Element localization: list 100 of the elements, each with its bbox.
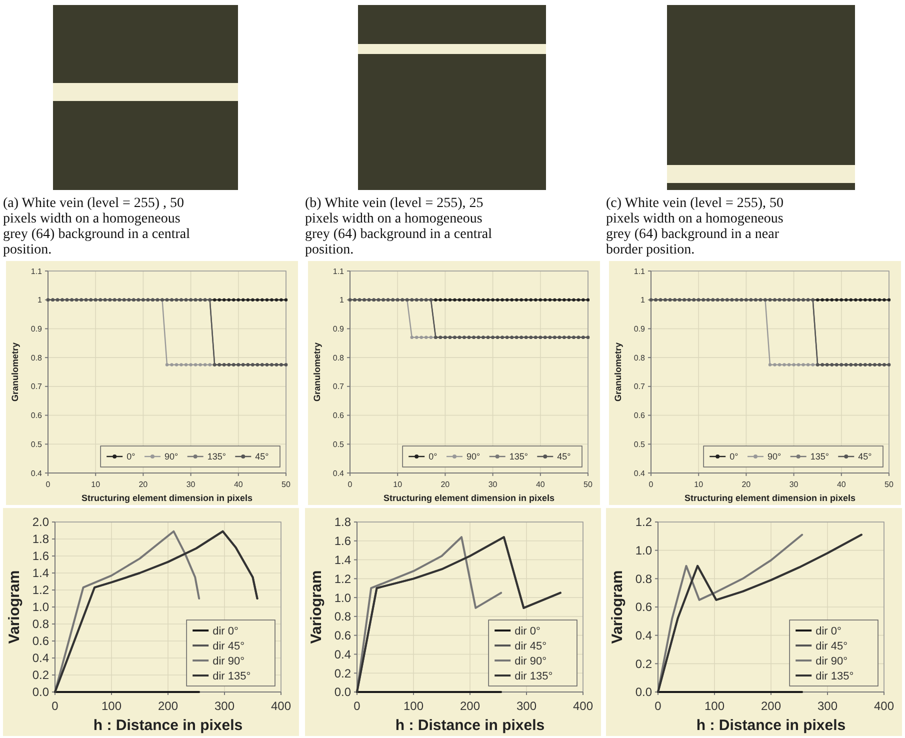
x-tick-label: 40 bbox=[536, 480, 546, 489]
y-tick-label: 0.7 bbox=[30, 382, 43, 392]
x-tick-label: 20 bbox=[742, 480, 752, 489]
legend-label: dir 0° bbox=[514, 625, 540, 638]
legend-label: 0° bbox=[730, 452, 739, 462]
y-tick-label: 1.1 bbox=[332, 266, 345, 276]
y-tick-label: 0.2 bbox=[635, 656, 652, 671]
y-tick-label: 1.6 bbox=[32, 549, 50, 564]
x-tick-label: 0 bbox=[52, 699, 59, 713]
x-tick-label: 0 bbox=[648, 480, 654, 489]
legend-label: dir 90° bbox=[212, 655, 245, 668]
y-tick-label: 0.4 bbox=[635, 628, 652, 643]
legend-label: dir 0° bbox=[212, 625, 238, 638]
x-tick-label: 300 bbox=[516, 699, 537, 713]
y-tick-label: 1.1 bbox=[634, 266, 646, 276]
legend-label: dir 135° bbox=[212, 670, 251, 682]
y-tick-label: 1.8 bbox=[32, 532, 50, 546]
x-tick-label: 100 bbox=[101, 699, 122, 713]
y-tick-label: 0.6 bbox=[634, 411, 646, 420]
x-tick-label: 50 bbox=[282, 480, 291, 489]
y-axis-title: Granulometry bbox=[312, 342, 322, 402]
y-tick-label: 0.8 bbox=[634, 353, 646, 362]
x-tick-label: 40 bbox=[234, 480, 244, 489]
y-tick-label: 0.9 bbox=[332, 324, 345, 334]
legend-label: dir 135° bbox=[816, 670, 854, 682]
x-tick-label: 200 bbox=[460, 699, 480, 713]
legend-label: 135° bbox=[207, 452, 226, 462]
y-axis-title: Variogram bbox=[308, 570, 325, 644]
y-tick-label: 1.2 bbox=[334, 572, 352, 586]
y-tick-label: 0.5 bbox=[634, 440, 646, 449]
legend-label: 135° bbox=[810, 452, 830, 462]
y-tick-label: 1.0 bbox=[635, 544, 652, 558]
legend-label: dir 45° bbox=[816, 640, 848, 652]
y-axis-title: Granulometry bbox=[613, 342, 623, 402]
y-axis-title: Variogram bbox=[609, 570, 626, 644]
legend-label: dir 45° bbox=[212, 640, 245, 652]
y-tick-label: 1.0 bbox=[334, 590, 352, 605]
x-tick-label: 0 bbox=[654, 699, 662, 713]
y-tick-label: 1 bbox=[640, 296, 646, 305]
y-tick-label: 0.7 bbox=[634, 382, 646, 392]
x-tick-label: 400 bbox=[572, 699, 594, 713]
y-tick-label: 0.5 bbox=[30, 440, 43, 449]
y-tick-label: 0.0 bbox=[334, 685, 352, 700]
x-tick-label: 30 bbox=[789, 480, 799, 489]
y-tick-label: 0.8 bbox=[30, 353, 43, 362]
y-tick-label: 0.5 bbox=[332, 440, 345, 449]
y-tick-label: 1.6 bbox=[334, 534, 352, 548]
x-tick-label: 100 bbox=[704, 699, 725, 713]
legend-label: 135° bbox=[509, 452, 528, 462]
y-tick-label: 0.6 bbox=[32, 634, 50, 648]
x-axis-title: Structuring element dimension in pixels bbox=[81, 493, 253, 503]
text: (a) White vein (level = 255) , 50 pixels width on a homogeneous grey (64) background in a central position. bbox=[3, 196, 190, 258]
y-tick-label: 0.4 bbox=[332, 468, 345, 478]
legend-label: dir 135° bbox=[514, 670, 553, 682]
y-tick-label: 0.6 bbox=[332, 411, 345, 420]
y-tick-label: 0.0 bbox=[635, 685, 652, 700]
y-tick-label: 0.6 bbox=[635, 600, 652, 614]
y-tick-label: 1.0 bbox=[32, 600, 50, 614]
x-tick-label: 0 bbox=[348, 480, 353, 489]
x-tick-label: 0 bbox=[354, 699, 361, 713]
y-tick-label: 0.4 bbox=[30, 468, 43, 478]
y-axis-title: Granulometry bbox=[10, 342, 20, 402]
y-axis-title: Variogram bbox=[6, 570, 23, 644]
x-axis-title: Structuring element dimension in pixels bbox=[383, 493, 555, 503]
legend-label: dir 90° bbox=[514, 655, 547, 668]
y-tick-label: 2.0 bbox=[32, 515, 50, 530]
y-tick-label: 1.4 bbox=[32, 566, 50, 580]
text: (c) White vein (level = 255), 50 pixels width on a homogeneous grey (64) background in a near border position. bbox=[606, 196, 784, 258]
legend-label: 45° bbox=[557, 452, 572, 462]
x-tick-label: 200 bbox=[760, 699, 782, 713]
legend-label: dir 0° bbox=[816, 625, 842, 638]
y-tick-label: 0.2 bbox=[334, 666, 352, 680]
x-tick-label: 30 bbox=[488, 480, 498, 489]
x-axis-title: Structuring element dimension in pixels bbox=[684, 493, 856, 503]
y-tick-label: 0.8 bbox=[635, 572, 652, 586]
x-tick-label: 300 bbox=[214, 699, 235, 713]
y-tick-label: 0.0 bbox=[32, 685, 50, 700]
x-axis-title: h : Distance in pixels bbox=[395, 717, 545, 734]
y-tick-label: 1.2 bbox=[32, 583, 50, 598]
y-tick-label: 1 bbox=[38, 296, 43, 305]
y-tick-label: 1.8 bbox=[334, 515, 352, 530]
y-tick-label: 0.9 bbox=[30, 324, 43, 334]
x-tick-label: 10 bbox=[91, 480, 101, 489]
y-tick-label: 0.8 bbox=[32, 617, 50, 632]
x-tick-label: 10 bbox=[694, 480, 704, 489]
y-tick-label: 0.4 bbox=[334, 647, 352, 662]
y-tick-label: 0.2 bbox=[32, 668, 50, 682]
x-tick-label: 50 bbox=[584, 480, 593, 489]
legend-label: 45° bbox=[255, 452, 270, 462]
x-tick-label: 0 bbox=[46, 480, 51, 489]
legend-label: 0° bbox=[126, 452, 136, 462]
x-tick-label: 30 bbox=[186, 480, 196, 489]
legend-label: dir 45° bbox=[514, 640, 547, 652]
text: (b) White vein (level = 255), 25 pixels width on a homogeneous grey (64) background in a central position. bbox=[305, 196, 492, 258]
y-tick-label: 0.8 bbox=[332, 353, 345, 362]
x-tick-label: 400 bbox=[874, 699, 894, 713]
y-tick-label: 0.6 bbox=[30, 411, 43, 420]
x-tick-label: 300 bbox=[817, 699, 838, 713]
x-tick-label: 400 bbox=[270, 699, 292, 713]
x-tick-label: 20 bbox=[440, 480, 450, 489]
